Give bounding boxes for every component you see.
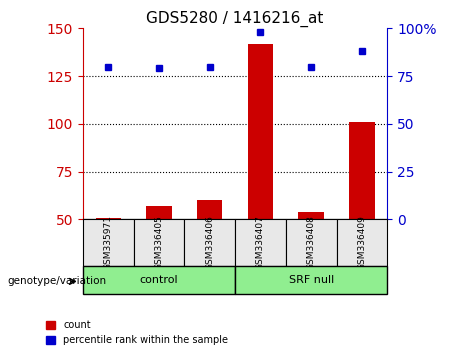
Legend: count, percentile rank within the sample: count, percentile rank within the sample [42, 316, 232, 349]
FancyBboxPatch shape [134, 219, 184, 266]
Bar [146, 206, 171, 219]
FancyBboxPatch shape [235, 219, 286, 266]
Bar [298, 212, 324, 219]
Text: GSM335971: GSM335971 [104, 215, 113, 270]
Text: GSM336406: GSM336406 [205, 215, 214, 270]
Text: GDS5280 / 1416216_at: GDS5280 / 1416216_at [147, 11, 324, 27]
Text: GSM336408: GSM336408 [307, 215, 316, 270]
Text: control: control [140, 275, 178, 285]
Text: GSM336405: GSM336405 [154, 215, 164, 270]
Bar [248, 44, 273, 219]
Bar [95, 218, 121, 219]
Bar [349, 122, 374, 219]
FancyBboxPatch shape [184, 219, 235, 266]
Bar [197, 200, 222, 219]
Text: GSM336409: GSM336409 [357, 215, 366, 270]
FancyBboxPatch shape [83, 219, 134, 266]
FancyBboxPatch shape [286, 219, 337, 266]
Text: genotype/variation: genotype/variation [7, 276, 106, 286]
FancyBboxPatch shape [337, 219, 387, 266]
Text: SRF null: SRF null [289, 275, 334, 285]
FancyBboxPatch shape [83, 266, 235, 294]
Text: GSM336407: GSM336407 [256, 215, 265, 270]
FancyBboxPatch shape [235, 266, 387, 294]
